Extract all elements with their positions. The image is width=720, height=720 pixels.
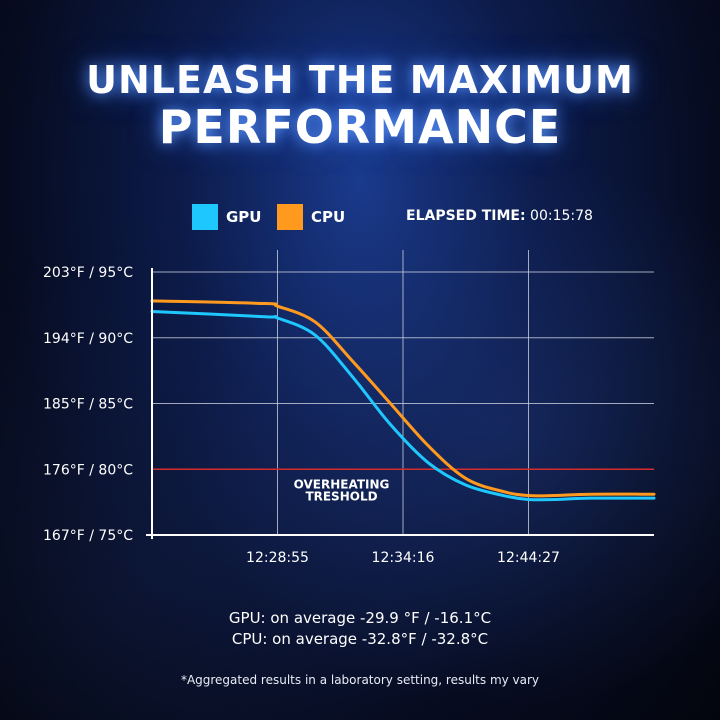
legend-gpu-label: GPU bbox=[226, 208, 262, 226]
series-line-cpu bbox=[150, 299, 656, 498]
y-tick-label: 194°F / 90°C bbox=[43, 331, 133, 347]
elapsed-time-label: ELAPSED TIME: bbox=[406, 208, 526, 224]
legend-gpu: GPU bbox=[192, 204, 262, 230]
x-tick-label: 12:44:27 bbox=[497, 550, 560, 566]
y-tick-label: 203°F / 95°C bbox=[43, 265, 133, 281]
x-tick-label: 12:34:16 bbox=[372, 550, 435, 566]
legend-cpu-label: CPU bbox=[311, 208, 346, 226]
y-tick-label: 167°F / 75°C bbox=[43, 528, 133, 544]
threshold-label-line-2: TRESHOLD bbox=[305, 489, 377, 503]
series-line-gpu bbox=[150, 309, 656, 502]
chart-grid bbox=[152, 250, 654, 535]
headline-line-1: UNLEASH THE MAXIMUM bbox=[86, 58, 634, 102]
y-tick-label: 176°F / 80°C bbox=[43, 462, 133, 478]
cpu-average-stat: CPU: on average -32.8°F / -32.8°C bbox=[231, 630, 489, 648]
elapsed-time-value: 00:15:78 bbox=[530, 208, 593, 224]
elapsed-time: ELAPSED TIME: 00:15:78 bbox=[406, 208, 593, 224]
chart-axes bbox=[146, 268, 654, 539]
gpu-average-stat: GPU: on average -29.9 °F / -16.1°C bbox=[228, 609, 492, 627]
gpu-color-swatch bbox=[192, 204, 218, 230]
chart-labels: 203°F / 95°C 194°F / 90°C 185°F / 85°C 176°… bbox=[43, 265, 560, 566]
headline-line-2: PERFORMANCE bbox=[158, 100, 562, 154]
y-tick-label: 185°F / 85°C bbox=[43, 397, 133, 413]
legend-cpu: CPU bbox=[277, 204, 345, 230]
footnote: *Aggregated results in a laboratory sett… bbox=[180, 673, 540, 687]
x-tick-label: 12:28:55 bbox=[246, 550, 309, 566]
threshold-label-line-1: OVERHEATING bbox=[294, 477, 390, 491]
series-layer bbox=[150, 299, 656, 502]
cpu-color-swatch bbox=[277, 204, 303, 230]
